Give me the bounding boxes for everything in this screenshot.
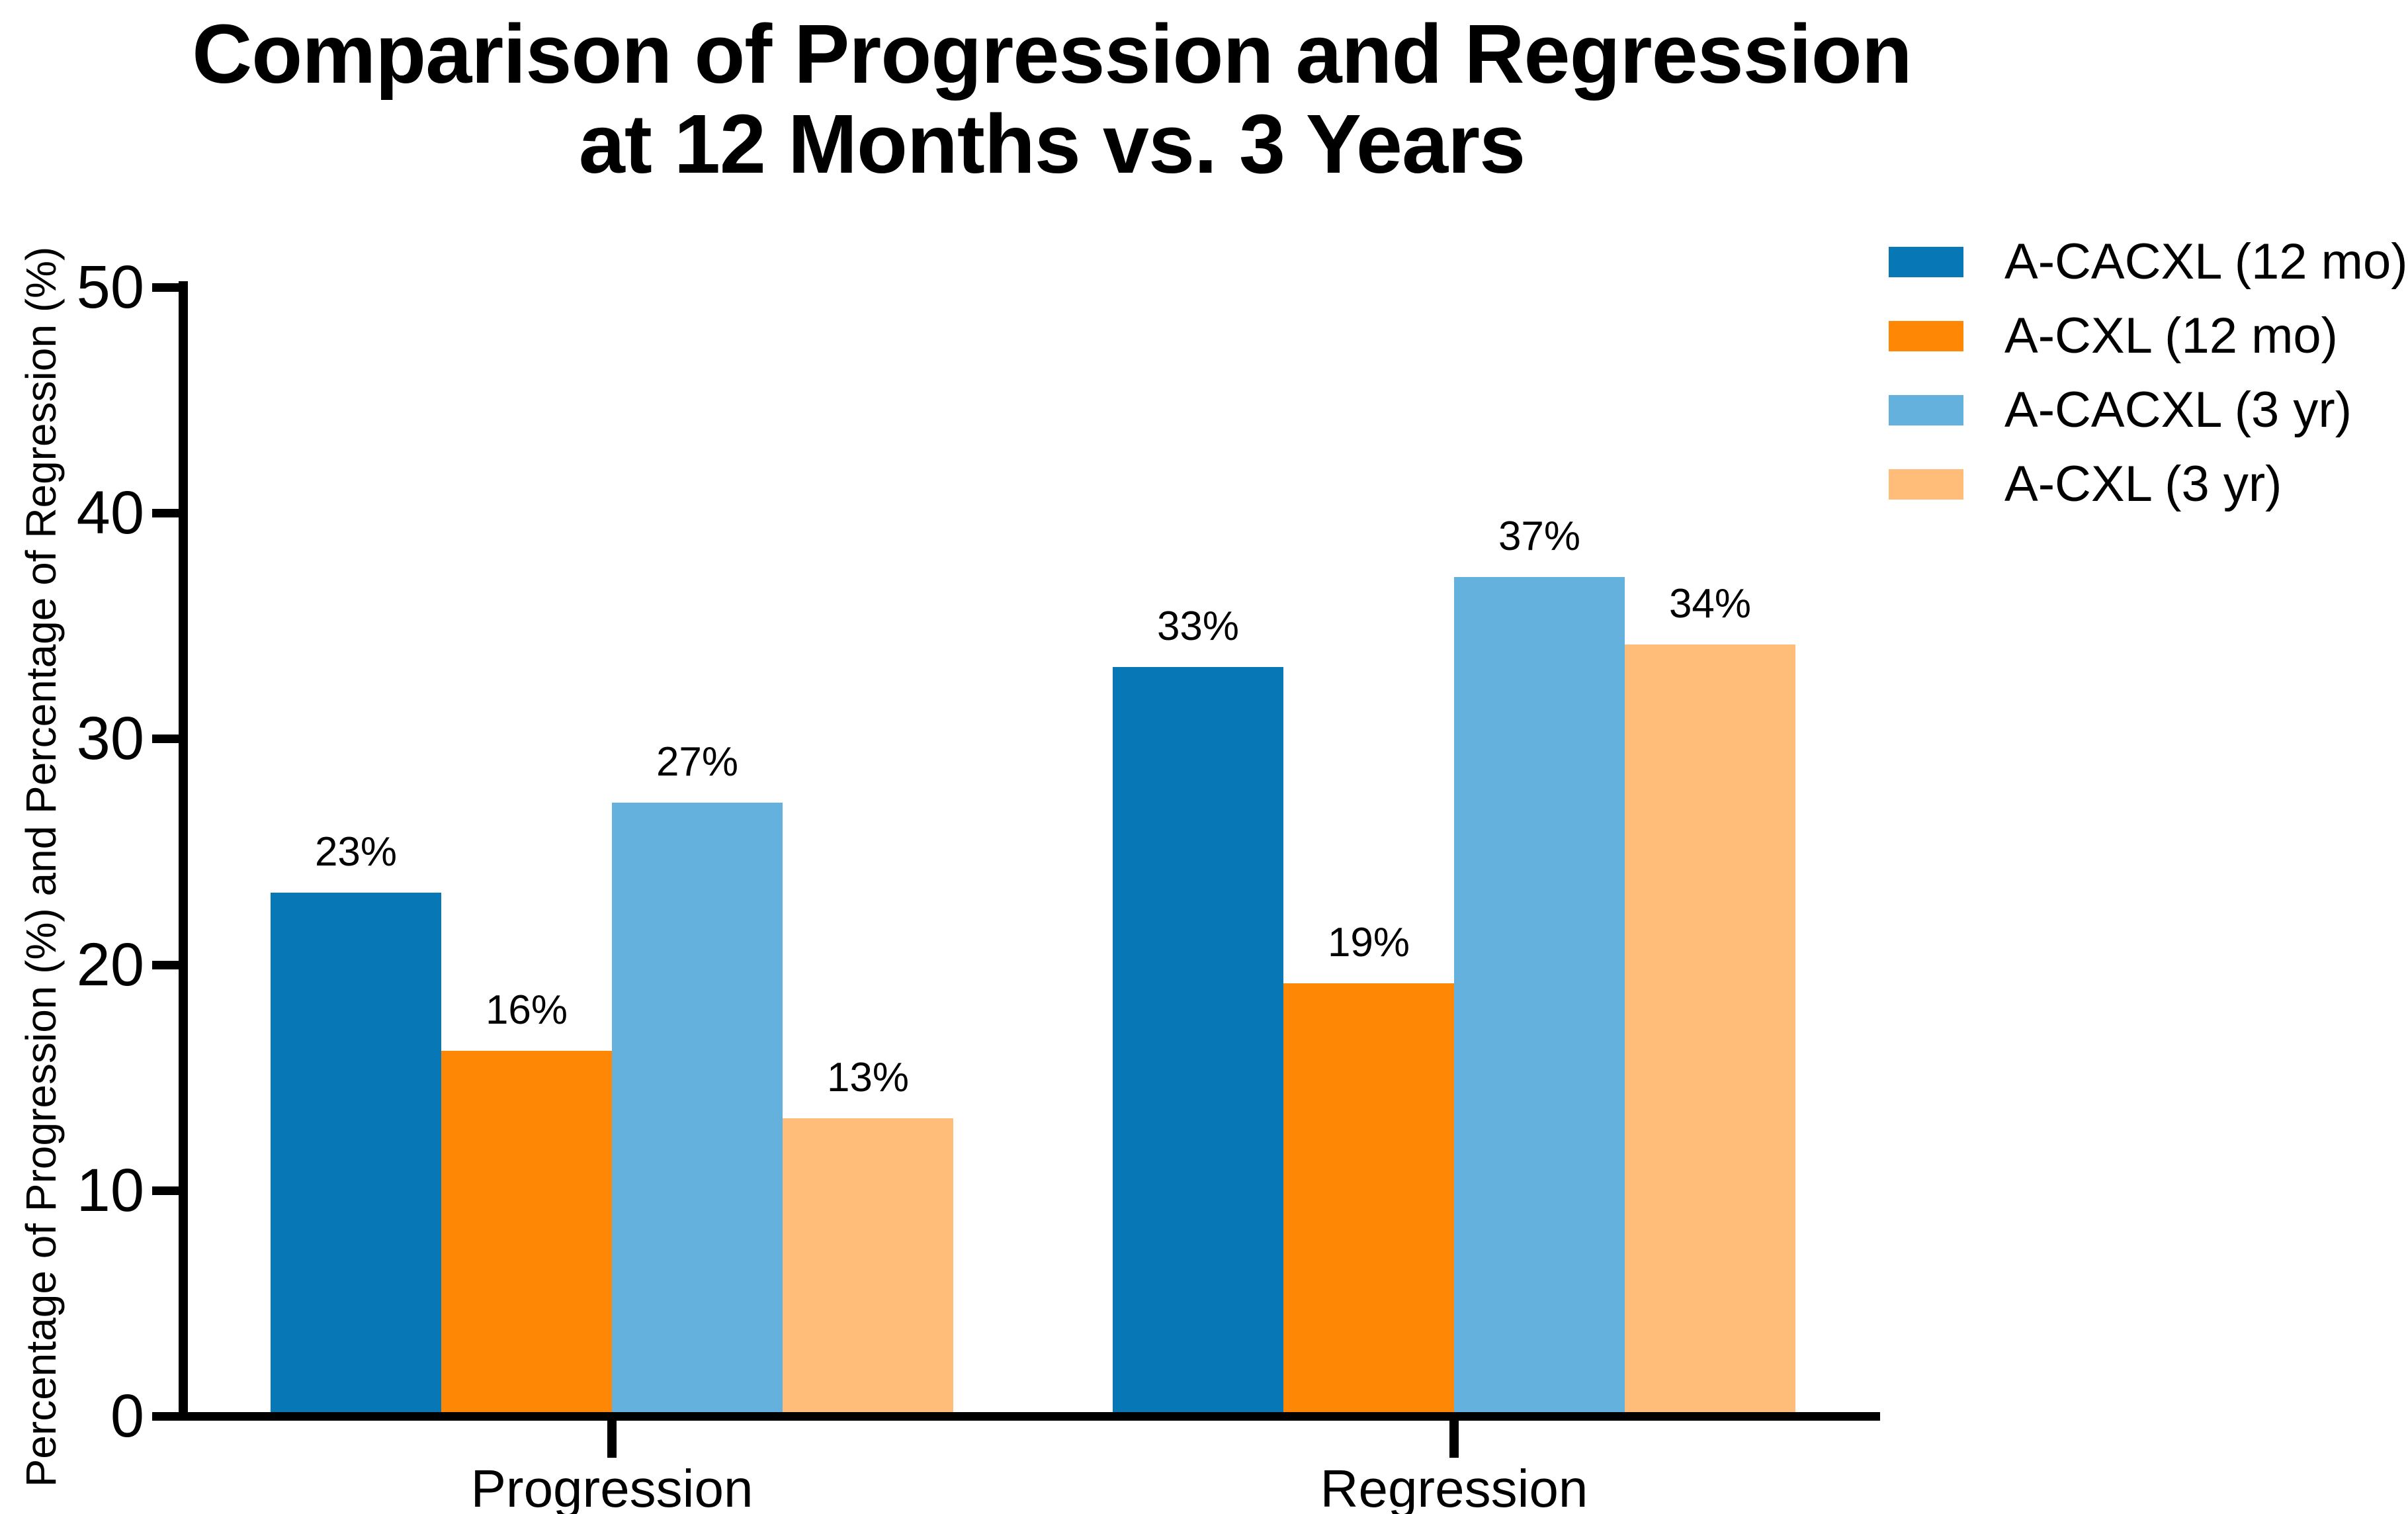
legend-swatch bbox=[1889, 469, 1963, 500]
y-tick-label: 40 bbox=[76, 479, 144, 547]
x-category-label: Progression bbox=[470, 1459, 753, 1514]
y-tick-label: 50 bbox=[76, 253, 144, 321]
bar bbox=[612, 803, 783, 1412]
chart-title-line2: at 12 Months vs. 3 Years bbox=[578, 97, 1526, 191]
y-tick-mark bbox=[152, 1186, 179, 1195]
x-category-label: Regression bbox=[1320, 1459, 1588, 1514]
x-tick-mark bbox=[607, 1421, 617, 1458]
bar bbox=[1113, 667, 1283, 1412]
chart-title-line1: Comparison of Progression and Regression bbox=[192, 7, 1912, 101]
bar bbox=[271, 893, 441, 1412]
y-tick-mark bbox=[152, 283, 179, 292]
y-axis-line bbox=[179, 281, 188, 1421]
legend-swatch bbox=[1889, 247, 1963, 277]
bar-value-label: 33% bbox=[1156, 603, 1240, 649]
bar-value-label: 37% bbox=[1498, 513, 1581, 559]
bar bbox=[441, 1051, 612, 1412]
legend-swatch bbox=[1889, 395, 1963, 425]
x-axis-line bbox=[179, 1412, 1880, 1421]
legend-label: A-CXL (3 yr) bbox=[2004, 456, 2282, 512]
y-tick-label: 10 bbox=[76, 1156, 144, 1224]
bar-value-label: 13% bbox=[826, 1055, 910, 1100]
y-tick-mark bbox=[152, 1412, 179, 1421]
bar-value-label: 27% bbox=[656, 739, 739, 785]
bar-value-label: 23% bbox=[314, 829, 398, 875]
chart-title: Comparison of Progression and Regression… bbox=[26, 9, 2077, 189]
y-tick-mark bbox=[152, 735, 179, 744]
y-tick-mark bbox=[152, 960, 179, 969]
bar bbox=[1283, 983, 1454, 1412]
x-tick-mark bbox=[1449, 1421, 1459, 1458]
y-tick-label: 20 bbox=[76, 930, 144, 999]
bar bbox=[1625, 645, 1795, 1412]
legend-label: A-CACXL (12 mo) bbox=[2004, 234, 2408, 290]
bar bbox=[783, 1118, 953, 1412]
bar bbox=[1454, 577, 1625, 1412]
legend-label: A-CACXL (3 yr) bbox=[2004, 382, 2352, 438]
legend-swatch bbox=[1889, 321, 1963, 351]
legend-label: A-CXL (12 mo) bbox=[2004, 308, 2338, 364]
y-tick-label: 0 bbox=[110, 1382, 144, 1450]
y-axis-label: Percentage of Progression (%) and Percen… bbox=[17, 246, 65, 1488]
bar-value-label: 19% bbox=[1327, 920, 1410, 965]
y-tick-label: 30 bbox=[76, 705, 144, 773]
y-tick-mark bbox=[152, 509, 179, 518]
bar-value-label: 16% bbox=[485, 987, 568, 1033]
bar-value-label: 34% bbox=[1668, 581, 1752, 627]
